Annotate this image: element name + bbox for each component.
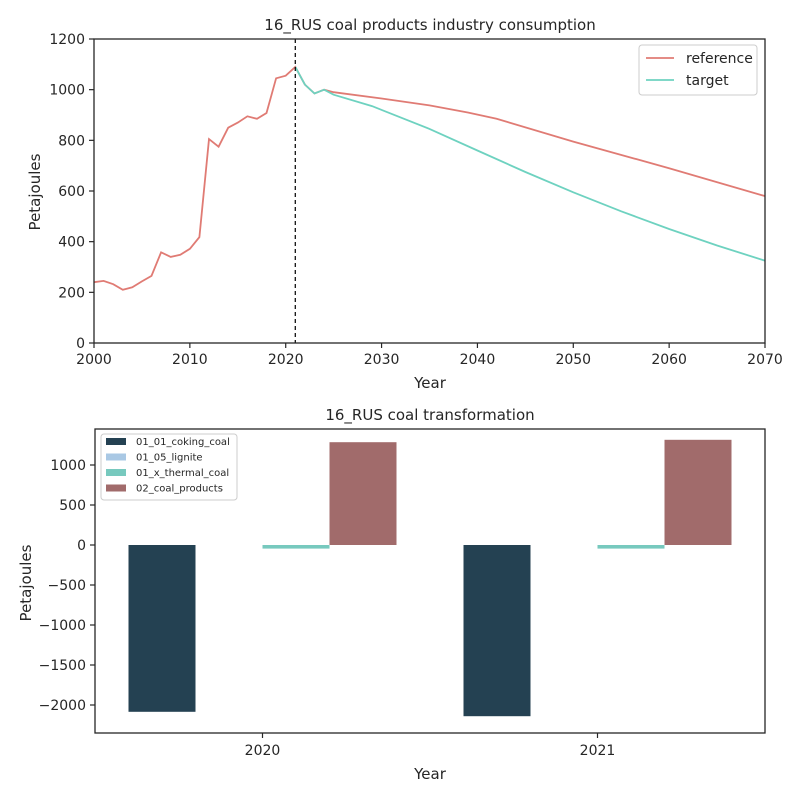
y-tick-label: 1000 <box>50 458 86 474</box>
bar-01_01_coking_coal-2021 <box>463 545 531 717</box>
x-tick-label: 2050 <box>555 352 591 368</box>
legend: 01_01_coking_coal 01_05_lignite 01_x_therm… <box>100 433 238 501</box>
legend-label: 01_x_thermal_coal <box>136 468 229 479</box>
x-tick-label: 2030 <box>364 352 400 368</box>
legend-swatch <box>106 453 126 461</box>
x-tick-label: 2010 <box>172 352 208 368</box>
line-chart: 16_RUS coal products industry consumptio… <box>26 16 783 392</box>
y-tick-label: 0 <box>77 538 86 554</box>
y-axis-label: Petajoules <box>26 153 44 230</box>
legend-label: reference <box>686 51 753 67</box>
y-tick-label: −2000 <box>39 698 86 714</box>
x-axis-label: Year <box>413 374 447 392</box>
chart-title: 16_RUS coal products industry consumptio… <box>264 16 595 35</box>
legend-box <box>100 433 238 501</box>
x-tick-label: 2060 <box>651 352 687 368</box>
y-tick-label: 1200 <box>49 32 85 48</box>
legend-label: target <box>686 73 729 89</box>
x-tick-label: 2020 <box>245 743 281 759</box>
y-tick-label: 800 <box>58 133 85 149</box>
x-tick-label: 2070 <box>747 352 783 368</box>
bar-01_x_thermal_coal-2021 <box>597 545 665 549</box>
chart-title: 16_RUS coal transformation <box>325 406 534 425</box>
x-axis-label: Year <box>413 765 447 783</box>
y-tick-label: 400 <box>58 235 85 251</box>
series-line-reference <box>93 65 766 291</box>
legend-swatch <box>106 438 126 445</box>
plot-frame <box>94 428 766 734</box>
plot-area <box>93 39 766 343</box>
y-tick-label: −1000 <box>39 618 86 634</box>
y-tick-label: 200 <box>58 285 85 301</box>
bar-chart: 16_RUS coal transformation 2020 2021 −2000… <box>17 406 766 783</box>
axes: 2020 2021 −2000 −1500 −1000 −500 0 500 1000 <box>39 428 766 759</box>
bar-02_coal_products-2020 <box>329 442 397 545</box>
legend-swatch <box>106 484 126 492</box>
y-tick-label: 600 <box>58 184 85 200</box>
y-axis-label: Petajoules <box>17 544 35 621</box>
legend-label: 02_coal_products <box>136 484 223 495</box>
series-line-target <box>294 66 766 262</box>
bar-01_x_thermal_coal-2020 <box>262 545 330 549</box>
y-tick-label: −500 <box>48 578 86 594</box>
y-tick-label: −1500 <box>39 658 86 674</box>
y-tick-label: 500 <box>59 498 86 514</box>
axes: 2000 2010 2020 2030 2040 2050 2060 2070 0 200 400 6… <box>49 32 782 368</box>
bar-01_01_coking_coal-2020 <box>128 545 196 712</box>
x-tick-label: 2000 <box>76 352 112 368</box>
legend-label: 01_05_lignite <box>136 453 203 464</box>
bar-02_coal_products-2021 <box>664 439 732 545</box>
x-tick-label: 2021 <box>580 743 616 759</box>
legend: reference target <box>638 44 758 96</box>
legend-label: 01_01_coking_coal <box>136 437 230 448</box>
x-tick-label: 2040 <box>460 352 496 368</box>
y-tick-label: 0 <box>76 336 85 352</box>
x-tick-label: 2020 <box>268 352 304 368</box>
plot-area <box>128 439 732 717</box>
y-tick-label: 1000 <box>49 83 85 99</box>
legend-swatch <box>106 469 126 476</box>
